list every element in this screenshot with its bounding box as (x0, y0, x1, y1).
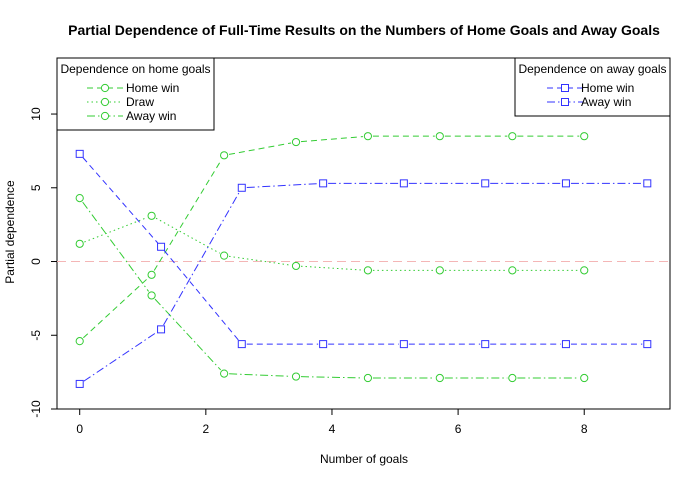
series-away-goals-home-win (75, 149, 652, 349)
data-point (75, 239, 84, 248)
series-line-segment (153, 159, 222, 271)
data-point (319, 340, 328, 349)
y-tick-label: 10 (29, 107, 43, 121)
series-line-segment (82, 201, 150, 292)
data-point (481, 179, 490, 188)
data-point (319, 179, 328, 188)
y-tick-label: 5 (29, 184, 43, 191)
legend-marker (100, 83, 110, 93)
series-home-goals-away-win (75, 194, 589, 383)
x-axis-label: Number of goals (320, 452, 408, 466)
legend-entry-label: Draw (126, 95, 154, 109)
series-line-segment (83, 331, 158, 382)
legend-entry-label: Home win (581, 81, 634, 95)
series-line-segment (83, 277, 149, 339)
series-line-segment (228, 142, 292, 155)
legend-entry-label: Home win (126, 81, 179, 95)
data-point (75, 379, 84, 388)
series-line-segment (300, 265, 363, 271)
data-point (508, 132, 517, 141)
series-line-segment (84, 217, 148, 243)
data-point (157, 325, 166, 334)
data-point (75, 194, 84, 203)
x-tick-label: 0 (76, 422, 83, 436)
data-point (508, 266, 517, 275)
series-line-segment (154, 298, 222, 371)
data-point (237, 183, 246, 192)
data-point (580, 373, 589, 383)
data-point (580, 266, 589, 275)
data-point (561, 179, 570, 188)
data-point (363, 373, 373, 383)
data-point (75, 149, 84, 158)
data-point (291, 137, 301, 147)
data-point (237, 340, 246, 349)
series-line-segment (300, 136, 363, 143)
y-tick-label: 0 (29, 258, 43, 265)
data-point (363, 266, 373, 275)
chart-title: Partial Dependence of Full-Time Results … (68, 22, 660, 38)
legend-marker (561, 84, 569, 92)
series-line-segment (163, 191, 240, 326)
series-line-segment (155, 217, 220, 254)
x-tick-label: 4 (329, 422, 336, 436)
data-point (363, 132, 373, 141)
legend-entry-label: Away win (126, 109, 176, 123)
x-tick-label: 8 (581, 422, 588, 436)
series-line-segment (246, 183, 319, 189)
legend-box (56, 57, 215, 131)
series-line-segment (229, 255, 292, 266)
data-point (643, 340, 652, 349)
legend-box (514, 57, 671, 117)
data-point (75, 337, 84, 346)
series-home-goals-draw (75, 211, 589, 275)
data-point (220, 251, 229, 260)
data-point (291, 261, 301, 271)
data-point (643, 179, 652, 188)
series-home-goals-home-win (75, 132, 589, 346)
data-point (147, 211, 156, 220)
x-tick-label: 6 (455, 422, 462, 436)
y-tick-label: -5 (29, 330, 43, 341)
legend-title: Dependence on home goals (60, 62, 210, 76)
data-point (399, 340, 408, 349)
legend-marker (100, 97, 110, 107)
plot-area: 0 2 4 6 8 -10 -5 0 5 10 (29, 57, 671, 436)
data-point (580, 132, 589, 141)
data-point (220, 369, 229, 378)
series-line-segment (82, 157, 159, 244)
legend-marker (100, 111, 110, 121)
series-line-segment (163, 250, 239, 341)
data-point (435, 132, 444, 141)
x-tick-label: 2 (202, 422, 209, 436)
series-line-segment (229, 373, 292, 377)
y-tick-label: -10 (29, 400, 43, 418)
legend-title: Dependence on away goals (518, 62, 666, 76)
data-point (157, 242, 166, 251)
series-away-goals-away-win (75, 179, 652, 388)
data-point (220, 151, 229, 160)
data-point (481, 340, 490, 349)
data-point (399, 179, 408, 188)
y-axis-label: Partial dependence (3, 180, 17, 284)
data-point (147, 270, 156, 279)
data-point (561, 340, 570, 349)
series-line-segment (301, 376, 363, 379)
data-point (291, 372, 301, 381)
legend-top-left: Dependence on home goals Home winDrawAway… (56, 57, 215, 131)
legend-marker (561, 98, 569, 106)
legend-entry-label: Away win (581, 95, 631, 109)
data-point (508, 373, 517, 383)
data-point (147, 291, 156, 300)
data-point (435, 373, 444, 383)
data-point (435, 266, 444, 275)
